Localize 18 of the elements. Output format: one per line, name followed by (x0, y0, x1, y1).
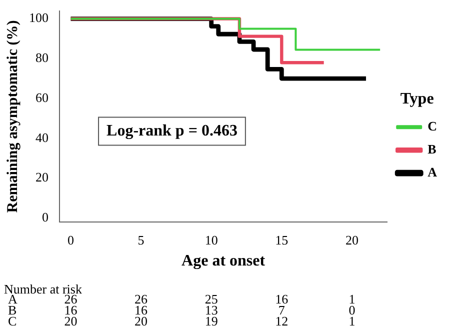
x-tick-label: 20 (345, 232, 358, 248)
x-tick-label: 0 (68, 232, 74, 248)
x-tick-label: 5 (138, 232, 144, 248)
y-tick-label: 20 (36, 170, 48, 185)
legend-label: B (428, 141, 437, 156)
annotation: Log-rank p = 0.463 (106, 122, 238, 140)
legend-label: A (428, 164, 438, 180)
y-tick-label: 100 (29, 10, 48, 26)
y-tick-label: 40 (36, 130, 48, 145)
x-axis-title: Age at onset (182, 252, 266, 270)
x-tick-label: 15 (275, 232, 288, 248)
y-tick-label: 80 (36, 50, 48, 66)
y-tick-label: 0 (42, 210, 48, 225)
x-tick-label: 10 (204, 232, 218, 248)
legend-title: Type (400, 90, 434, 108)
y-tick-label: 60 (36, 90, 48, 105)
y-axis-title: Remaining asymptomatic (%) (4, 20, 21, 213)
legend-label: C (428, 118, 437, 134)
